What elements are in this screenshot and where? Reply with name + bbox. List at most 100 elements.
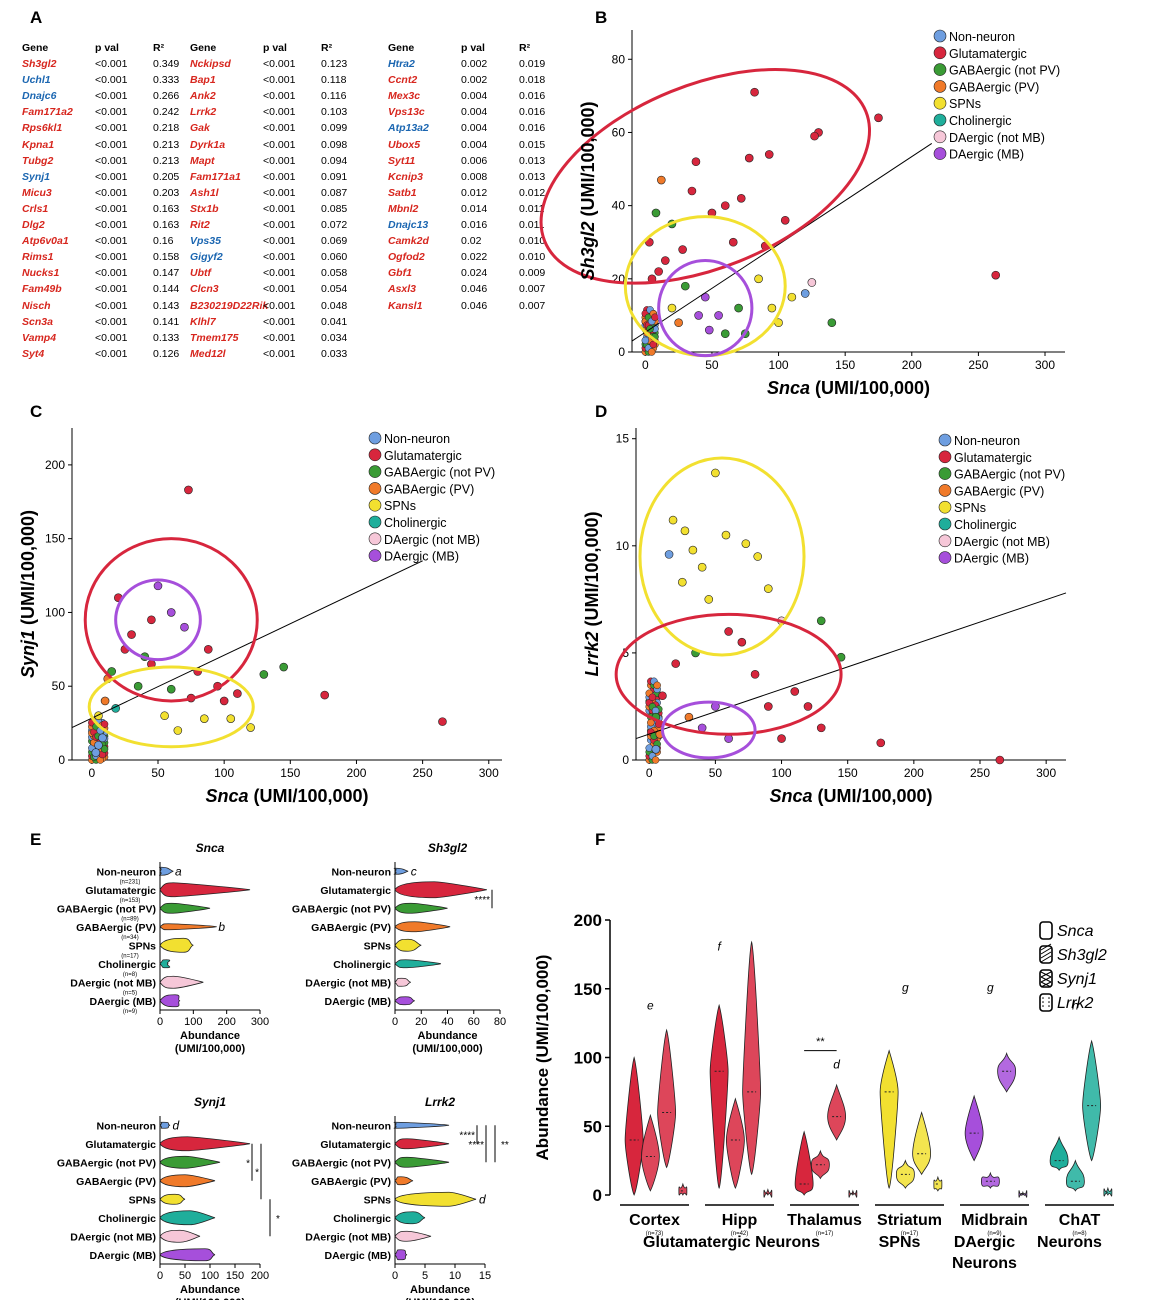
significance-stars: **** [474, 895, 490, 906]
header-gene: Gene [22, 42, 49, 54]
violin-shape [709, 1003, 729, 1190]
header-p: p val [461, 42, 485, 54]
r2-value: 0.033 [321, 347, 348, 360]
p-value: <0.001 [263, 74, 296, 87]
legend-marker [368, 431, 382, 445]
category-label: Cholinergic [98, 1213, 156, 1225]
violin-shape [394, 977, 411, 987]
violin-shape [394, 938, 422, 952]
axis-gene: Sh3gl2 [578, 222, 598, 281]
swatch-dot [1042, 997, 1044, 999]
data-point [233, 689, 242, 698]
p-value: <0.001 [95, 251, 128, 264]
violin-shape [159, 923, 217, 931]
significance-stars: * [276, 1214, 280, 1225]
y-axis-label-text: Synj1 (UMI/100,000) [18, 510, 38, 678]
legend-marker [938, 517, 952, 531]
gene-name: Nckipsd [190, 58, 231, 71]
category-group-label: DAergic [954, 1234, 1015, 1251]
data-point [184, 485, 193, 495]
y-axis-label: Synj1 (UMI/100,000) [18, 510, 38, 678]
data-point [680, 281, 690, 291]
violin-shape [394, 881, 487, 899]
x-tick-label: 40 [441, 1016, 453, 1028]
r2-value: 0.048 [321, 299, 348, 312]
axis-gene: Lrrk2 [582, 632, 602, 677]
p-value: 0.014 [461, 202, 488, 215]
category-label: Cholinergic [333, 959, 391, 971]
scatter-panel-b: 0 50 100 150 200 250 300020406080Non-neuronGlu… [539, 29, 1065, 372]
y-tick-label: 40 [612, 199, 626, 213]
category-label: DAergic (MB) [89, 1250, 156, 1262]
gene-name: Klhl7 [190, 315, 216, 328]
axis-unit: (UMI/100,000) [578, 101, 598, 221]
category-label: DAergic (MB) [324, 996, 391, 1008]
x-tick-label: 100 [214, 766, 234, 780]
violin-shape [394, 1211, 426, 1225]
significance-stars: * [255, 1168, 259, 1179]
legend-marker [933, 29, 947, 43]
violin-shape [794, 1130, 814, 1196]
cluster-ellipse [623, 215, 787, 358]
header-gene: Gene [190, 42, 217, 54]
regression-line [635, 592, 1067, 740]
gene-name: Nucks1 [22, 267, 60, 280]
data-point [687, 186, 697, 196]
gene-name: Bap1 [190, 74, 216, 87]
violin-shape [159, 1248, 216, 1262]
p-value: <0.001 [263, 283, 296, 296]
axis-gene: Synj1 [18, 630, 38, 678]
r2-value: 0.133 [153, 331, 180, 344]
panel-label-a: A [30, 8, 43, 27]
header-p: p val [95, 42, 119, 54]
y-tick-label: 0 [593, 1186, 602, 1205]
header-p: p val [263, 42, 287, 54]
y-tick-label: 0 [622, 753, 629, 767]
axis-unit: (UMI/100,000) [810, 378, 930, 398]
significance-letter: d [833, 1058, 840, 1072]
group-label: Striatum [877, 1212, 942, 1229]
data-point [438, 717, 447, 726]
y-tick-label: 100 [574, 1049, 602, 1068]
p-value: <0.001 [95, 186, 128, 199]
r2-value: 0.012 [519, 186, 546, 199]
legend-label: DAergic (not MB) [954, 535, 1050, 549]
r2-value: 0.016 [519, 106, 546, 119]
swatch-dot [1048, 1005, 1050, 1007]
violin-shape [159, 937, 194, 953]
data-point [671, 659, 680, 668]
legend-label: Glutamatergic [954, 451, 1032, 465]
gene-name: Asxl3 [388, 283, 417, 296]
legend-marker [933, 96, 947, 110]
r2-value: 0.058 [321, 267, 348, 280]
data-point [736, 194, 746, 203]
legend-marker [933, 147, 947, 160]
legend-label: Non-neuron [384, 432, 450, 446]
cluster-ellipse [660, 700, 757, 760]
legend-marker [933, 130, 947, 144]
category-label: GABAergic (PV) [76, 922, 156, 934]
r2-value: 0.205 [153, 170, 180, 183]
r2-value: 0.018 [519, 74, 546, 87]
significance-stars: **** [468, 1140, 484, 1151]
x-axis-label-text: Snca (UMI/100,000) [205, 786, 368, 806]
p-value: 0.02 [461, 235, 482, 248]
r2-value: 0.072 [321, 219, 348, 232]
legend-marker [938, 551, 952, 564]
r2-value: 0.007 [519, 283, 546, 296]
data-point [667, 303, 677, 313]
data-point [127, 630, 136, 639]
gene-name: Ash1l [190, 186, 219, 199]
x-tick-label: 100 [201, 1270, 219, 1282]
gene-name: Camk2d [388, 235, 429, 248]
violin-shape [657, 1028, 677, 1169]
violin-shape [159, 1155, 221, 1169]
legend-marker [368, 498, 382, 512]
panel-label-f: F [595, 830, 606, 849]
violin-shape [393, 867, 409, 875]
violin-shape [1049, 1135, 1069, 1172]
violin-shape [159, 1193, 186, 1205]
legend-label: SPNs [949, 97, 981, 111]
swatch-hatch [1040, 981, 1052, 988]
